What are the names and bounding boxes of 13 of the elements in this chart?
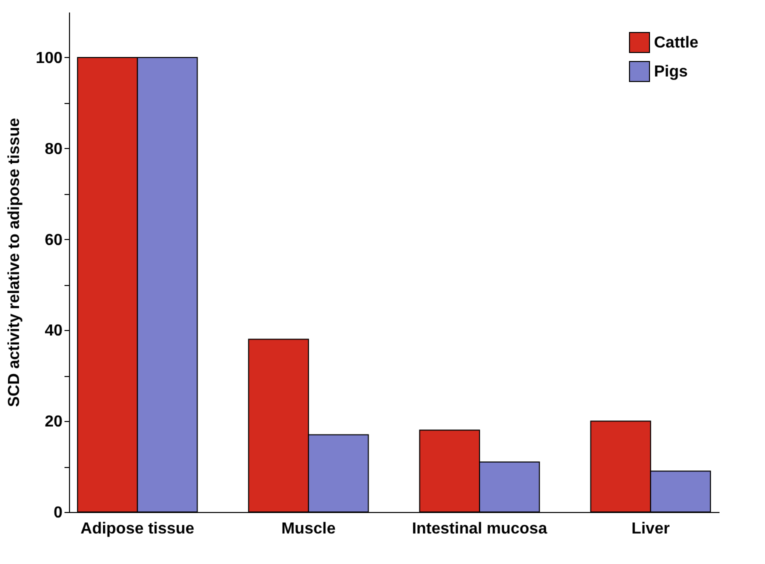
y-tick-label: 40 bbox=[44, 322, 63, 340]
legend-label: Pigs bbox=[654, 64, 688, 80]
y-tick-label: 60 bbox=[44, 232, 63, 249]
x-tick-label: Intestinal mucosa bbox=[412, 520, 548, 538]
y-tick-label: 100 bbox=[36, 50, 63, 67]
x-tick-label: Adipose tissue bbox=[80, 520, 194, 538]
legend-label: Cattle bbox=[654, 34, 699, 52]
y-axis-title: SCD activity relative to adipose tissue bbox=[6, 118, 23, 407]
y-tick-label: 0 bbox=[54, 504, 63, 522]
y-tick-label: 20 bbox=[44, 414, 63, 431]
y-tick-label: 80 bbox=[44, 140, 63, 158]
x-tick-label: Muscle bbox=[281, 520, 336, 538]
x-tick-label: Liver bbox=[631, 520, 670, 538]
